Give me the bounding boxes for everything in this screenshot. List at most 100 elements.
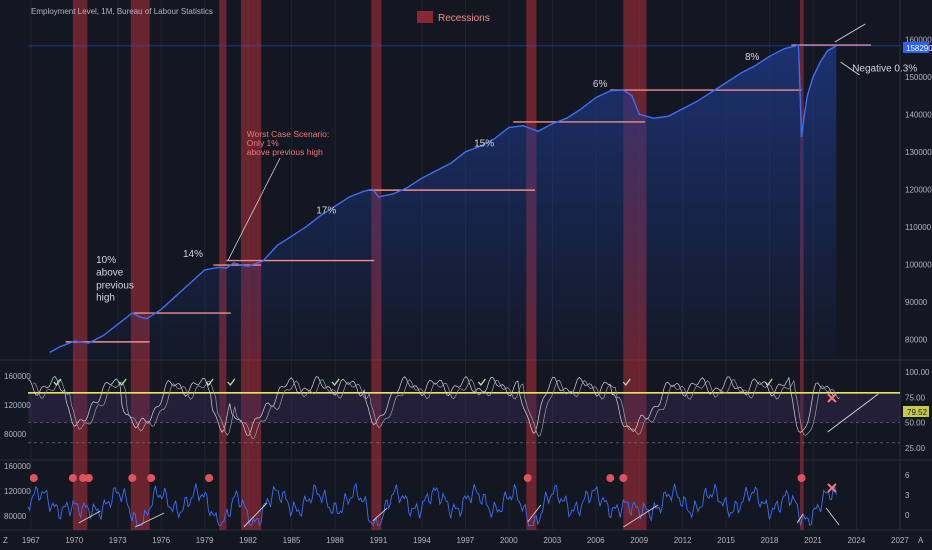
- osc-right-tick: 25.00: [905, 444, 926, 453]
- mom-right-tick: 0: [905, 511, 910, 520]
- growth-annotation: Negative 0.3%: [852, 63, 917, 74]
- signal-dot: [84, 474, 93, 482]
- check-icon: [331, 378, 340, 387]
- signal-dot: [68, 474, 77, 482]
- x-tick-label: 1973: [109, 536, 127, 545]
- y-tick-label: 90000: [905, 298, 928, 307]
- check-icon: [205, 378, 214, 387]
- y-tick-label: 160000: [905, 35, 932, 44]
- cross-icon: [827, 483, 837, 493]
- y-tick-label: 110000: [905, 223, 932, 232]
- momentum-line: [27, 482, 837, 527]
- y-tick-label: 140000: [905, 110, 932, 119]
- x-tick-label: 1985: [283, 536, 301, 545]
- growth-annotation: 15%: [474, 138, 494, 149]
- signal-dot: [29, 474, 38, 482]
- signal-dot: [523, 474, 532, 482]
- x-tick-label: 1994: [413, 536, 431, 545]
- legend-label: Recessions: [438, 13, 490, 24]
- x-tick-label: 1967: [22, 536, 40, 545]
- x-tick-label: 1997: [456, 536, 474, 545]
- x-tick-label: 2006: [587, 536, 605, 545]
- x-tick-label: 2027: [891, 536, 909, 545]
- x-tick-label: 2012: [674, 536, 692, 545]
- mom-right-tick: 6: [905, 471, 910, 480]
- worst-case-annotation: above previous high: [247, 147, 323, 157]
- growth-annotation: above: [96, 268, 124, 279]
- y-tick-label: 150000: [905, 73, 932, 82]
- growth-annotation: high: [96, 293, 115, 304]
- mom-left-tick: 160000: [4, 462, 31, 471]
- up-arrow: [834, 23, 866, 43]
- growth-annotation: previous: [96, 280, 134, 291]
- employment-series-line: [49, 44, 837, 354]
- corner-right: A: [918, 536, 924, 545]
- y-tick-label: 80000: [905, 335, 928, 344]
- signal-dot: [79, 474, 88, 482]
- x-tick-label: 2018: [761, 536, 779, 545]
- price-label-box: [903, 42, 929, 53]
- x-tick-label: 2021: [804, 536, 822, 545]
- y-tick-label: 120000: [905, 185, 932, 194]
- signal-dot: [606, 474, 615, 482]
- osc-up-arrow: [827, 393, 879, 433]
- y-tick-label: 100000: [905, 260, 932, 269]
- osc-left-tick: 80000: [4, 430, 27, 439]
- momentum-arrow: [796, 513, 804, 524]
- signal-dot: [205, 474, 214, 482]
- x-tick-label: 2009: [630, 536, 648, 545]
- corner-left: Z: [3, 536, 8, 545]
- x-tick-label: 1988: [326, 536, 344, 545]
- x-tick-label: 1991: [370, 536, 388, 545]
- worst-case-annotation: Only 1%: [247, 138, 280, 148]
- osc-band: [28, 392, 900, 423]
- growth-annotation: 17%: [316, 206, 336, 217]
- x-tick-label: 2015: [717, 536, 735, 545]
- worst-case-arrow: [227, 157, 281, 261]
- osc-right-tick: 100.00: [905, 368, 930, 377]
- x-tick-label: 1976: [152, 536, 170, 545]
- osc-right-tick: 75.00: [905, 393, 926, 402]
- momentum-arrow: [78, 510, 101, 524]
- check-icon: [227, 378, 236, 387]
- osc-left-tick: 160000: [4, 372, 31, 381]
- check-icon: [118, 378, 127, 387]
- signal-dot: [619, 474, 628, 482]
- signal-dot: [128, 474, 137, 482]
- growth-annotation: 6%: [593, 79, 608, 90]
- check-icon: [764, 378, 773, 387]
- check-icon: [477, 378, 486, 387]
- osc-slow-line: [33, 378, 841, 439]
- x-tick-label: 1970: [65, 536, 83, 545]
- recession-band: [130, 0, 150, 530]
- x-tick-label: 2024: [848, 536, 866, 545]
- momentum-arrow: [825, 507, 840, 526]
- mom-left-tick: 80000: [4, 512, 27, 521]
- mom-left-tick: 120000: [4, 487, 31, 496]
- momentum-arrow: [134, 512, 165, 528]
- momentum-arrow: [527, 504, 542, 523]
- osc-fast-line: [27, 375, 836, 436]
- x-tick-label: 2000: [500, 536, 518, 545]
- momentum-arrow: [372, 507, 388, 522]
- price-label: 158290: [906, 44, 932, 53]
- check-icon: [622, 378, 631, 387]
- growth-annotation: 8%: [745, 52, 760, 63]
- osc-right-tick: 50.00: [905, 419, 926, 428]
- x-tick-label: 1982: [239, 536, 257, 545]
- osc-left-tick: 120000: [4, 401, 31, 410]
- growth-annotation: 10%: [96, 255, 116, 266]
- signal-dot: [147, 474, 156, 482]
- osc-label-box: [903, 406, 929, 417]
- x-tick-label: 2003: [543, 536, 561, 545]
- chart-title: Employment Level, 1M, Bureau of Labour S…: [31, 7, 213, 16]
- signal-dot: [797, 474, 806, 482]
- mom-right-tick: 3: [905, 491, 910, 500]
- check-icon: [53, 378, 62, 387]
- momentum-arrow: [623, 504, 659, 528]
- legend-swatch: [417, 11, 433, 23]
- employment-area: [49, 45, 837, 358]
- y-tick-label: 130000: [905, 148, 932, 157]
